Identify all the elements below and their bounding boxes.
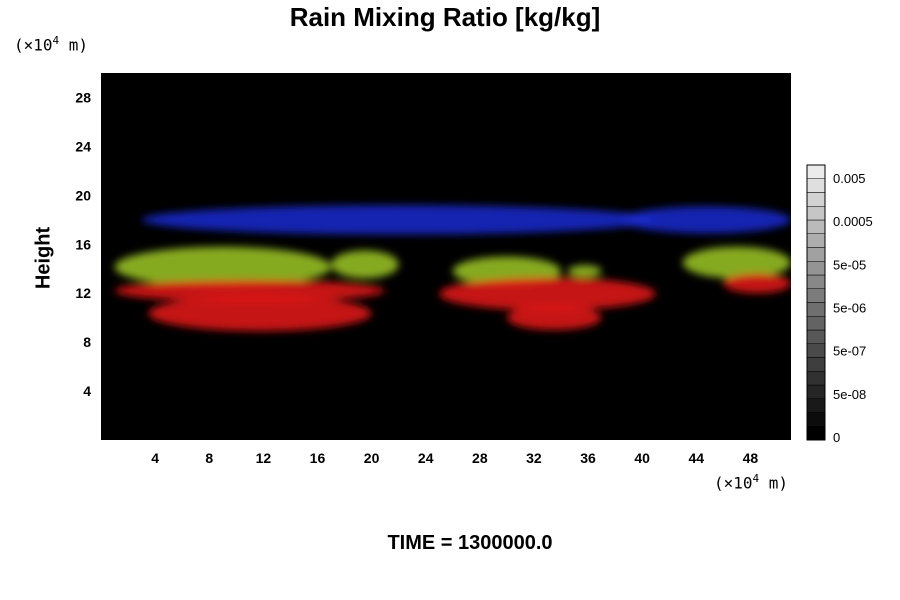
colorbar-label: 0.005 — [833, 171, 866, 186]
colorbar-segment — [806, 219, 826, 234]
data-region-2-4 — [723, 273, 791, 294]
chart-title: Rain Mixing Ratio [kg/kg] — [289, 2, 601, 32]
colorbar-segment — [806, 274, 826, 289]
y-tick-label: 4 — [83, 383, 91, 399]
colorbar-segment — [806, 426, 826, 441]
colorbar-segment — [806, 233, 826, 248]
y-tick-label: 20 — [75, 187, 91, 203]
data-region-0-1 — [621, 206, 791, 234]
x-tick-label: 4 — [151, 450, 159, 466]
colorbar-segment — [806, 371, 826, 386]
data-region-1-1 — [331, 250, 399, 279]
y-tick-label: 8 — [83, 334, 91, 350]
x-tick-label: 40 — [634, 450, 650, 466]
x-axis-unit: (×104 m) — [714, 472, 789, 493]
colorbar-segment — [806, 412, 826, 427]
colorbar-frame — [806, 164, 826, 441]
x-tick-label: 24 — [418, 450, 434, 466]
y-tick-label: 24 — [75, 138, 91, 154]
colorbar-segment — [806, 398, 826, 413]
x-tick-label: 12 — [256, 450, 272, 466]
colorbar-segment — [806, 316, 826, 331]
time-label: TIME = 1300000.0 — [387, 532, 553, 554]
x-tick-label: 28 — [472, 450, 488, 466]
data-region-2-1 — [148, 295, 372, 332]
colorbar-segment — [806, 247, 826, 262]
x-tick-label: 36 — [580, 450, 596, 466]
colorbar-label: 5e-06 — [833, 301, 866, 316]
colorbar-label: 0.0005 — [833, 214, 873, 229]
y-tick-label: 28 — [75, 89, 91, 105]
x-tick-label: 32 — [526, 450, 542, 466]
x-tick-label: 44 — [689, 450, 705, 466]
colorbar-segment — [806, 261, 826, 276]
colorbar-segment — [806, 206, 826, 221]
data-region-1-3 — [567, 265, 602, 278]
colorbar-segment — [806, 329, 826, 344]
data-region-0-0 — [141, 205, 656, 235]
colorbar-label: 5e-07 — [833, 344, 866, 359]
x-tick-label: 16 — [310, 450, 326, 466]
colorbar-segment — [806, 192, 826, 207]
y-tick-label: 12 — [75, 285, 91, 301]
colorbar-segment — [806, 357, 826, 372]
colorbar-label: 5e-05 — [833, 257, 866, 272]
data-region-2-0 — [114, 279, 386, 302]
data-region-2-2 — [439, 277, 656, 311]
data-region-1-4 — [682, 246, 791, 279]
colorbar-segment — [806, 164, 826, 179]
data-region-2-3 — [506, 305, 602, 330]
colorbar-label: 0 — [833, 430, 840, 445]
x-tick-label: 48 — [743, 450, 759, 466]
colorbar-label: 5e-08 — [833, 387, 866, 402]
colorbar-segment — [806, 302, 826, 317]
x-tick-label: 20 — [364, 450, 380, 466]
data-region-1-0 — [114, 246, 331, 288]
colorbar-segment — [806, 384, 826, 399]
colorbar-segment — [806, 178, 826, 193]
x-tick-label: 8 — [205, 450, 213, 466]
colorbar-segment — [806, 343, 826, 358]
y-tick-label: 16 — [75, 236, 91, 252]
y-axis-unit: (×104 m) — [14, 34, 89, 55]
colorbar-segment — [806, 288, 826, 303]
